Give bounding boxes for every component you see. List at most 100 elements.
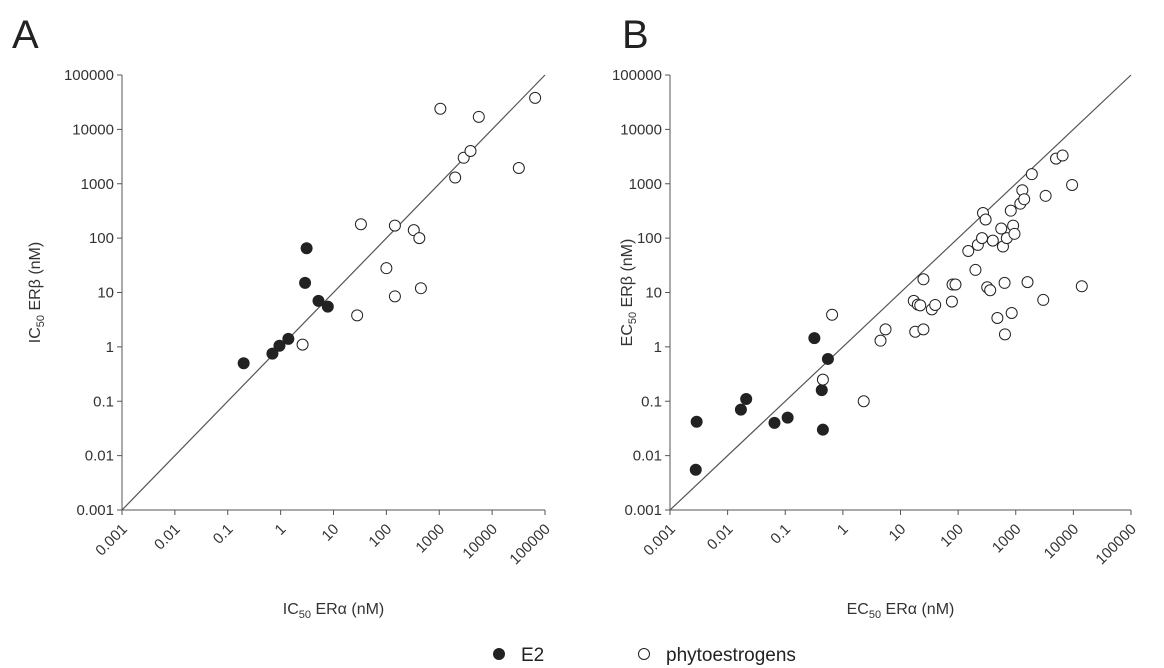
y-tick-label: 0.001 (76, 502, 114, 519)
phytoestrogen-point (472, 110, 485, 123)
phytoestrogen-point (1075, 280, 1088, 293)
x-tick-label: 0.001 (92, 521, 131, 560)
y-tick-label: 100000 (64, 67, 114, 84)
x-tick-label: 100000 (1092, 521, 1139, 568)
x-tick-label: 10000 (1041, 521, 1083, 563)
phytoestrogen-point (529, 91, 542, 104)
phytoestrogen-point (351, 309, 364, 322)
x-axis-label-sub: 50 (299, 609, 311, 621)
y-axis-label: EC50 ERβ (nM) (619, 239, 639, 347)
x-tick-label: 1 (272, 521, 290, 539)
phytoestrogen-point (979, 213, 992, 226)
phytoestrogen-point (1008, 227, 1021, 240)
y-axis-label-sub: 50 (35, 315, 47, 327)
e2-point (808, 332, 821, 345)
x-tick-label: 0.1 (210, 521, 237, 548)
e2-point (300, 242, 313, 255)
phytoestrogen-point (991, 311, 1004, 324)
phytoestrogen-point (1021, 276, 1034, 289)
y-tick-label: 10000 (620, 121, 662, 138)
panel-letter: B (622, 13, 649, 57)
e2-point (768, 416, 781, 429)
phytoestrogen-point (1037, 293, 1050, 306)
x-tick-label: 1000 (989, 521, 1025, 557)
panel-a: A 0.001 0.01 0.1 1 10 100 1000 10000 100000 0.001 0… (12, 13, 554, 621)
phytoestrogen-point (917, 273, 930, 286)
phytoestrogen-point (1004, 204, 1017, 217)
phytoestrogen-point (969, 263, 982, 276)
x-tick-label: 10 (886, 521, 910, 545)
e2-point (689, 463, 702, 476)
x-tick-label: 0.01 (704, 521, 737, 554)
y-tick-label: 0.001 (624, 502, 662, 519)
phytoestrogen-point (296, 338, 309, 351)
y-axis-label-sub: 50 (627, 312, 639, 324)
y-tick-label: 10 (645, 285, 662, 302)
x-axis-label-sub: 50 (869, 609, 881, 621)
phytoestrogen-point (816, 373, 829, 386)
e2-point (690, 415, 703, 428)
legend-label: phytoestrogens (666, 645, 796, 666)
legend: E2 phytoestrogens (493, 645, 796, 666)
y-tick-label: 10 (97, 285, 114, 302)
phytoestrogen-point (914, 299, 927, 312)
x-tick-label: 1 (834, 521, 852, 539)
e2-point (312, 294, 325, 307)
y-tick-label: 100 (89, 230, 114, 247)
y-tick-label: 1 (106, 339, 114, 356)
e2-point (299, 276, 312, 289)
phytoestrogen-point (976, 232, 989, 245)
phytoestrogen-point (1066, 178, 1079, 191)
phytoestrogen-point (434, 102, 447, 115)
x-axis-label-pre: EC (847, 601, 869, 618)
e2-point (816, 423, 829, 436)
legend-filled-marker (493, 648, 505, 660)
y-tick-label: 100000 (612, 67, 662, 84)
e2-point (740, 392, 753, 405)
y-tick-label: 10000 (72, 121, 114, 138)
e2-point (282, 332, 295, 345)
e2-point (321, 300, 334, 313)
y-tick-label: 100 (637, 230, 662, 247)
e2-point (821, 352, 834, 365)
phytoestrogen-point (354, 218, 367, 231)
y-axis-label: IC50 ERβ (nM) (27, 242, 47, 343)
phytoestrogen-point (414, 282, 427, 295)
phytoestrogen-point (857, 395, 870, 408)
x-axis-label: IC50 ERα (nM) (283, 601, 385, 621)
y-axis-label-post: ERβ (nM) (27, 242, 44, 315)
x-tick-label: 100 (365, 521, 395, 551)
phytoestrogen-point (826, 308, 839, 321)
x-tick-label: 100000 (506, 521, 553, 568)
phytoestrogen-point (998, 276, 1011, 289)
e2-point (237, 357, 250, 370)
phytoestrogen-point (388, 219, 401, 232)
phytoestrogen-point (962, 244, 975, 257)
phytoestrogen-point (984, 284, 997, 297)
x-tick-label: 0.01 (151, 521, 184, 554)
phytoestrogen-point (388, 290, 401, 303)
phytoestrogen-point (1018, 193, 1031, 206)
y-tick-label: 1000 (629, 176, 662, 193)
legend-label: E2 (521, 645, 544, 666)
x-tick-label: 1000 (412, 521, 448, 557)
e2-point (815, 384, 828, 397)
panel-letter: A (12, 13, 39, 57)
y-tick-label: 0.01 (633, 448, 662, 465)
y-tick-label: 1 (654, 339, 662, 356)
phytoestrogen-point (1005, 306, 1018, 319)
x-tick-label: 100 (937, 521, 967, 551)
phytoestrogen-point (995, 222, 1008, 235)
phytoestrogen-point (449, 171, 462, 184)
identity-line (121, 74, 546, 511)
y-tick-label: 0.01 (85, 448, 114, 465)
x-axis-label-pre: IC (283, 601, 299, 618)
x-axis-label-post: ERα (nM) (881, 601, 954, 618)
x-axis-label: EC50 ERα (nM) (847, 601, 955, 621)
y-axis-label-pre: EC (619, 324, 636, 346)
x-tick-label: 0.001 (640, 521, 679, 560)
phytoestrogen-point (380, 262, 393, 275)
legend-open-marker (638, 648, 650, 660)
e2-point (781, 411, 794, 424)
